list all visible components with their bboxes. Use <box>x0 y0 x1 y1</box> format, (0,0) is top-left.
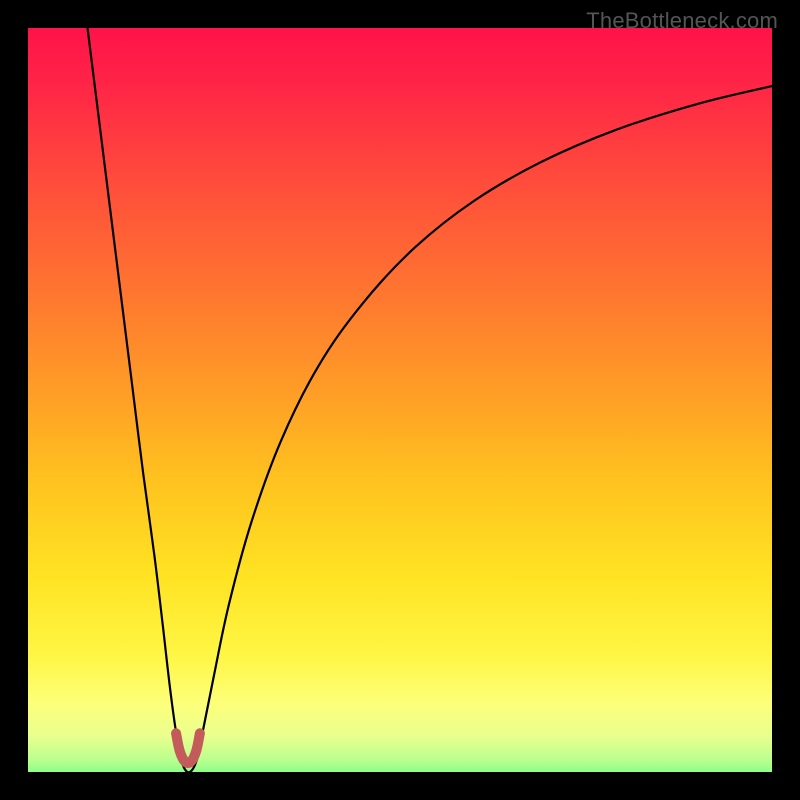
bottleneck-curve <box>88 28 772 772</box>
optimal-marker <box>176 733 200 763</box>
chart-stage: TheBottleneck.com <box>0 0 800 800</box>
bottleneck-chart <box>0 0 800 800</box>
